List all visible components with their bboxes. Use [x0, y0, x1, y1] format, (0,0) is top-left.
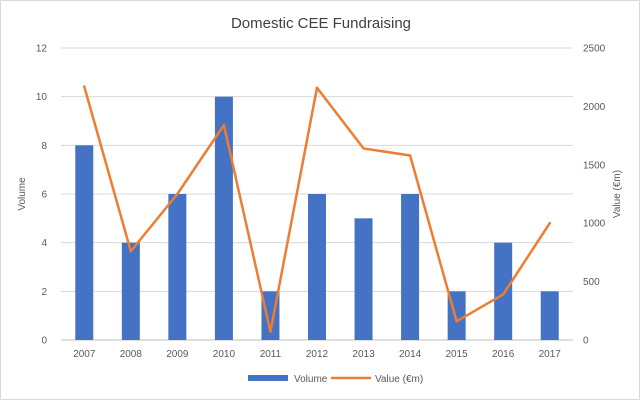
- legend: Volume Value (€m): [248, 374, 423, 385]
- volume-bars: [75, 96, 559, 341]
- x-tick-label: 2009: [166, 349, 189, 360]
- x-tick-label: 2007: [73, 349, 96, 360]
- x-tick-label: 2015: [446, 349, 469, 360]
- value-point: [83, 85, 86, 88]
- left-tick-label: 0: [41, 336, 47, 347]
- left-tick-label: 8: [41, 141, 47, 152]
- legend-label-volume: Volume: [294, 374, 328, 385]
- value-point: [222, 123, 226, 127]
- x-axis-ticks: 2007 2008 2009 2010 2011 2012 2013 2014 2015 2016…: [73, 349, 561, 360]
- x-tick-label: 2014: [399, 349, 422, 360]
- x-tick-label: 2010: [213, 349, 236, 360]
- value-line: [83, 85, 551, 334]
- value-point: [315, 86, 319, 89]
- left-tick-label: 4: [41, 238, 47, 249]
- volume-bar: [540, 291, 559, 340]
- value-point: [455, 320, 458, 323]
- right-tick-label: 2500: [583, 44, 606, 55]
- value-point: [501, 293, 505, 296]
- chart-title: Domestic CEE Fundraising: [231, 15, 411, 32]
- volume-bar: [494, 242, 513, 340]
- right-tick-label: 0: [583, 336, 589, 347]
- left-tick-label: 12: [36, 44, 48, 55]
- x-tick-label: 2008: [120, 349, 143, 360]
- x-tick-label: 2016: [492, 349, 515, 360]
- x-tick-label: 2017: [539, 349, 562, 360]
- volume-bar: [401, 194, 420, 340]
- volume-bar: [121, 242, 140, 340]
- right-tick-label: 1500: [583, 160, 606, 171]
- value-point: [548, 222, 551, 225]
- value-point: [408, 154, 412, 157]
- volume-bar: [214, 96, 233, 341]
- volume-bar: [75, 145, 94, 340]
- volume-bar: [168, 194, 187, 340]
- right-tick-label: 2000: [583, 102, 606, 113]
- right-tick-label: 1000: [583, 219, 606, 230]
- left-axis-ticks: 0 2 4 6 8 10 12: [36, 44, 48, 347]
- x-tick-label: 2012: [306, 349, 329, 360]
- x-tick-label: 2011: [260, 349, 282, 360]
- legend-swatch-volume: [248, 375, 288, 381]
- right-axis-ticks: 0 500 1000 1500 2000 2500: [583, 44, 606, 347]
- value-point: [362, 147, 365, 150]
- value-point: [176, 192, 179, 196]
- value-point: [129, 250, 133, 253]
- value-point: [269, 330, 272, 334]
- volume-bar: [354, 218, 373, 340]
- left-tick-label: 6: [41, 190, 47, 201]
- volume-bar: [308, 194, 326, 340]
- left-axis-title: Volume: [17, 177, 28, 211]
- right-tick-label: 500: [583, 277, 600, 288]
- x-tick-label: 2013: [352, 349, 375, 360]
- right-axis-title: Value (€m): [612, 170, 623, 218]
- left-tick-label: 10: [36, 92, 48, 103]
- left-tick-label: 2: [41, 287, 47, 298]
- legend-label-value: Value (€m): [375, 374, 423, 385]
